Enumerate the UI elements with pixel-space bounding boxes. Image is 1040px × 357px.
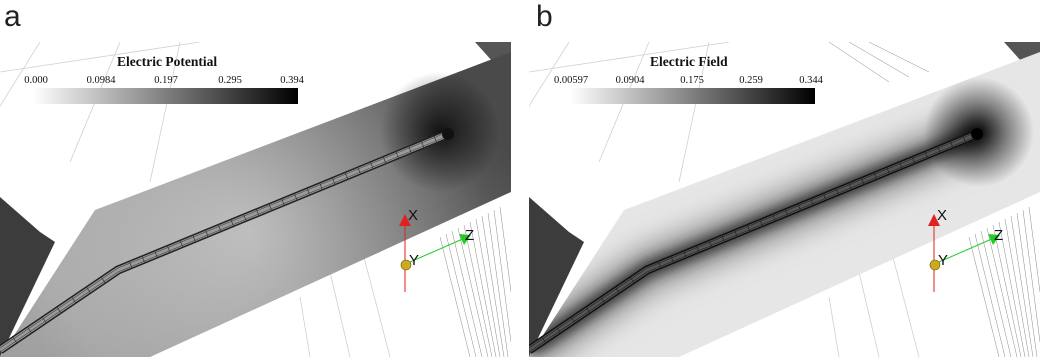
panel-a-axes-triad — [399, 214, 471, 292]
panel-b-fine-mesh — [828, 42, 1040, 357]
panel-a-z-axis — [409, 237, 466, 263]
panel-b-wire — [529, 128, 983, 354]
panel-a-z-arrow — [459, 234, 471, 245]
panel-a-x-arrow — [399, 214, 411, 226]
panel-b-z-axis — [938, 237, 995, 263]
panel-a-tick-0: 0.000 — [24, 75, 48, 86]
panel-a-colorbar — [32, 88, 298, 104]
panel-a-y-label: Y — [409, 252, 420, 269]
panel-b-y-label: Y — [938, 252, 949, 269]
panel-b-tick-1: 0.0904 — [615, 75, 645, 86]
panel-b-z-arrow — [988, 234, 1000, 245]
panel-a-y-marker — [400, 259, 412, 271]
panel-a-letter: a — [4, 0, 21, 33]
panel-a-wire — [0, 128, 454, 354]
panel-a-potential: Electric Potential 0.000 0.0984 0.197 0.… — [0, 42, 511, 357]
panel-b-colorbar — [570, 88, 815, 104]
panel-b-render — [529, 42, 1040, 357]
panel-a-colorbar-title: Electric Potential — [117, 54, 218, 69]
panel-a-x-label: X — [408, 207, 419, 224]
panel-b-y-marker — [929, 259, 941, 271]
panel-a-render — [0, 42, 511, 357]
panel-b-z-label: Z — [994, 227, 1004, 244]
panel-a-z-label: Z — [465, 227, 475, 244]
panel-a-tick-3: 0.295 — [218, 75, 242, 86]
panel-b-wire-segments — [540, 134, 967, 344]
panel-a-tick-2: 0.197 — [154, 75, 178, 86]
panel-b-tick-2: 0.175 — [680, 75, 704, 86]
panel-b-x-arrow — [928, 214, 940, 226]
panel-b-colorbar-title: Electric Field — [650, 54, 728, 69]
panel-b-tick-4: 0.344 — [799, 75, 823, 86]
panel-a-wire-segments — [11, 134, 438, 344]
panel-a-fine-mesh — [439, 42, 511, 357]
panel-a-tick-4: 0.394 — [280, 75, 304, 86]
panel-b-axes-triad — [928, 214, 1000, 292]
panel-b-tick-0: 0.00597 — [553, 75, 589, 86]
panel-a-tick-1: 0.0984 — [86, 75, 116, 86]
panel-b-dark-region — [529, 197, 584, 357]
panel-b-tick-3: 0.259 — [739, 75, 763, 86]
panel-b-letter: b — [536, 0, 553, 33]
panel-b-field: Electric Field 0.00597 0.0904 0.175 0.25… — [529, 42, 1040, 357]
panel-a-dark-region — [0, 197, 55, 357]
panel-b-x-label: X — [937, 207, 948, 224]
